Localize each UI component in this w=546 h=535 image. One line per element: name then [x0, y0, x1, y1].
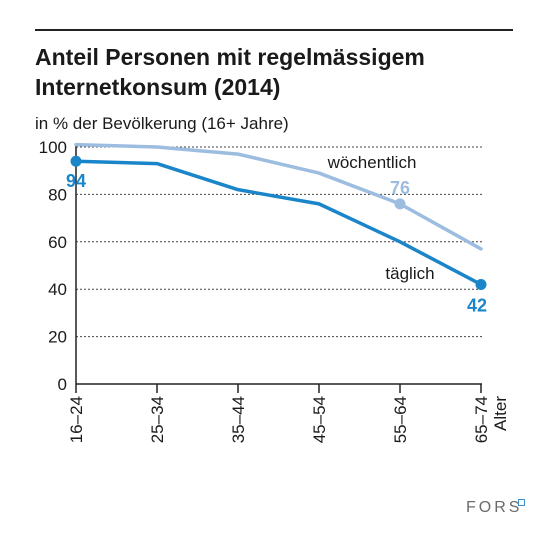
y-tick-label: 100: [39, 138, 67, 157]
y-tick-label: 60: [48, 233, 67, 252]
x-axis-title: Alter: [491, 396, 510, 431]
x-tick-label: 35–44: [229, 396, 248, 443]
y-tick-label: 40: [48, 280, 67, 299]
x-tick-label: 25–34: [148, 396, 167, 443]
y-tick-label: 80: [48, 185, 67, 204]
fors-logo: FORS: [466, 499, 523, 516]
data-point-marker: [394, 198, 406, 210]
x-tick-label: 55–64: [391, 396, 410, 443]
y-tick-label: 20: [48, 328, 67, 347]
data-point-marker: [70, 155, 82, 167]
y-tick-label: 0: [58, 375, 67, 394]
series-name-label: wöchentlich: [327, 153, 417, 172]
title-rule: [35, 29, 513, 31]
chart-title: Anteil Personen mit regelmässigem Intern…: [35, 44, 425, 100]
x-tick-label: 45–54: [310, 396, 329, 443]
series-line: [74, 142, 483, 251]
chart-subtitle: in % der Bevölkerung (16+ Jahre): [35, 114, 289, 133]
x-tick-label: 65–74: [472, 396, 491, 443]
fors-logo-mark: [518, 499, 525, 506]
series-name-label: täglich: [385, 264, 434, 283]
data-label: 94: [66, 171, 86, 191]
series-line: [74, 159, 483, 287]
x-tick-label: 16–24: [67, 396, 86, 443]
data-label: 42: [467, 295, 487, 315]
data-point-marker: [475, 278, 487, 290]
data-label: 76: [390, 178, 410, 198]
